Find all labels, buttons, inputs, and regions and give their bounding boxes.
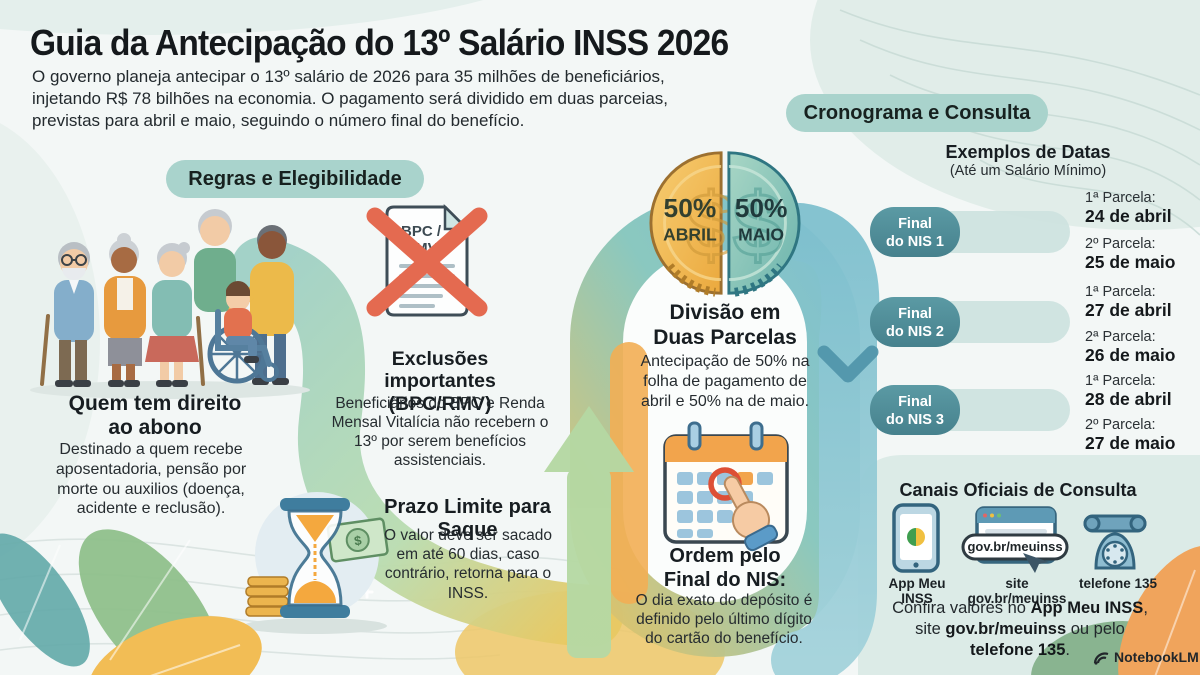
parcel-label: 2º Parcela: <box>1085 417 1156 433</box>
red-cross-icon <box>366 207 488 317</box>
parcel-label: 1ª Parcela: <box>1085 284 1156 300</box>
nis3-pill-line1: Final <box>898 394 932 410</box>
who-title: Quem tem direito ao abono <box>55 392 255 440</box>
doc-label-line1: BPC / <box>401 223 442 240</box>
site-badge-text: gov.br/meuinss <box>967 539 1062 554</box>
nis2-parcel2: 2ª Parcela: 26 de maio <box>1085 329 1175 366</box>
division-body: Antecipação de 50% na folha de pagamento… <box>640 353 810 410</box>
division-title-line2: Duas Parcelas <box>653 326 797 350</box>
nis1-pill-line2: do NIS 1 <box>885 234 944 251</box>
order-title-line2: Final do NIS: <box>663 569 787 591</box>
pointer-hand-icon <box>723 475 779 552</box>
calendar-hand-icon <box>663 421 789 552</box>
parcel-label: 2ª Parcela: <box>1085 329 1156 345</box>
channels-note: Confira valores no App Meu INSS, site go… <box>886 598 1154 661</box>
nis3-pill: Final do NIS 3 <box>870 385 960 435</box>
site-label: site gov.br/meuinss <box>967 576 1067 606</box>
bpc-rmv-document-icon: BPC / RMV <box>366 203 488 317</box>
nis3-parcel1: 1ª Parcela: 28 de abril <box>1085 373 1172 410</box>
who-body: Destinado a quem recebe aposentadoria, p… <box>55 441 247 518</box>
notebooklm-logo-icon <box>1093 651 1109 665</box>
who-title-line2: ao abono <box>108 416 202 440</box>
parcel-date: 24 de abril <box>1085 206 1172 226</box>
note-bold: App Meu INSS <box>1030 599 1144 617</box>
examples-subtitle: (Até um Salário Mínimo) <box>949 163 1107 179</box>
parcel-label: 1ª Parcela: <box>1085 373 1156 389</box>
parcel-date: 27 de maio <box>1085 433 1176 453</box>
nis2-pill-line1: Final <box>898 306 932 322</box>
section-header-rules: Regras e Elegibilidade <box>166 160 424 198</box>
note-seg: Confira valores no <box>892 599 1031 617</box>
coin-left-percent: 50% <box>664 193 717 223</box>
division-title: Divisão em Duas Parcelas <box>640 300 810 350</box>
note-seg: , site <box>915 599 1148 638</box>
nis2-parcel1: 1ª Parcela: 27 de abril <box>1085 284 1172 321</box>
beneficiaries-illustration <box>40 209 294 387</box>
parcel-date: 26 de maio <box>1085 345 1176 365</box>
svg-text:$: $ <box>733 176 783 276</box>
examples-title: Exemplos de Datas <box>945 142 1111 162</box>
note-seg: ou pelo <box>1066 619 1125 638</box>
phone-label: telefone 135 <box>1078 576 1158 591</box>
nis1-pill-line1: Final <box>898 216 932 232</box>
nis1-pill: Final do NIS 1 <box>870 207 960 257</box>
nis2-pill-line2: do NIS 2 <box>885 324 944 341</box>
watermark-text: NotebookLM <box>1114 649 1199 665</box>
telephone-icon <box>1083 514 1147 570</box>
page-title: Guia da Antecipação do 13º Salário INSS … <box>30 22 729 63</box>
exclusions-title-line1: Exclusões importantes <box>384 348 496 393</box>
exclusions-body: Beneficiários do BPC e Renda Mensal Vita… <box>331 395 549 469</box>
section-header-schedule: Cronograma e Consulta <box>786 94 1048 132</box>
hourglass-money-icon: $ <box>245 492 389 618</box>
parcel-label: 2º Parcela: <box>1085 236 1156 252</box>
parcel-date: 25 de maio <box>1085 252 1176 272</box>
channels-title: Canais Oficiais de Consulta <box>899 480 1137 500</box>
site-gov-br-icon: gov.br/meuinss <box>961 506 1069 573</box>
deadline-title: Prazo Limite para Saque <box>384 496 551 541</box>
parcel-date: 27 de abril <box>1085 300 1172 320</box>
split-coin-icon: $ $ 50% ABRIL 50% MAIO <box>649 151 801 297</box>
nis3-pill-line2: do NIS 3 <box>885 412 944 429</box>
app-label: App Meu INSS <box>888 576 946 606</box>
note-seg: . <box>1065 640 1070 659</box>
exclusions-title: Exclusões importantes (BPC/RMV) <box>335 348 545 415</box>
intro-line-3: previstas para abril e maio, seguindo o … <box>32 111 525 130</box>
intro-line-2: injetando R$ 78 bilhões na economia. O p… <box>32 89 669 108</box>
order-title-line1: Ordem pelo <box>669 545 781 567</box>
division-title-line1: Divisão em <box>669 301 781 324</box>
exclusions-title-line2: (BPC/RMV) <box>388 392 492 415</box>
note-bold: telefone 135 <box>970 640 1066 659</box>
nis1-parcel2: 2º Parcela: 25 de maio <box>1085 236 1175 273</box>
who-title-line1: Quem tem direito <box>68 392 242 415</box>
note-bold: gov.br/meuinss <box>945 619 1067 638</box>
nis1-parcel1: 1ª Parcela: 24 de abril <box>1085 190 1172 227</box>
intro-text: O governo planeja antecipar o 13º salári… <box>32 66 822 132</box>
intro-line-1: O governo planeja antecipar o 13º salári… <box>32 67 665 86</box>
parcel-label: 1ª Parcela: <box>1085 190 1156 206</box>
coin-right-month: MAIO <box>738 225 784 245</box>
nis2-pill: Final do NIS 2 <box>870 297 960 347</box>
order-body: O dia exato do depósito é definido pelo … <box>635 592 813 647</box>
watermark: NotebookLM <box>1093 649 1199 665</box>
app-meu-inss-icon <box>892 503 940 573</box>
parcel-date: 28 de abril <box>1085 389 1172 409</box>
nis3-parcel2: 2º Parcela: 27 de maio <box>1085 417 1175 454</box>
svg-text:$: $ <box>353 532 363 548</box>
coin-right-percent: 50% <box>735 193 788 223</box>
deadline-body: O valor deve ser sacado em até 60 dias, … <box>383 527 552 602</box>
coin-left-month: ABRIL <box>663 225 717 245</box>
order-title: Ordem pelo Final do NIS: <box>640 544 810 592</box>
